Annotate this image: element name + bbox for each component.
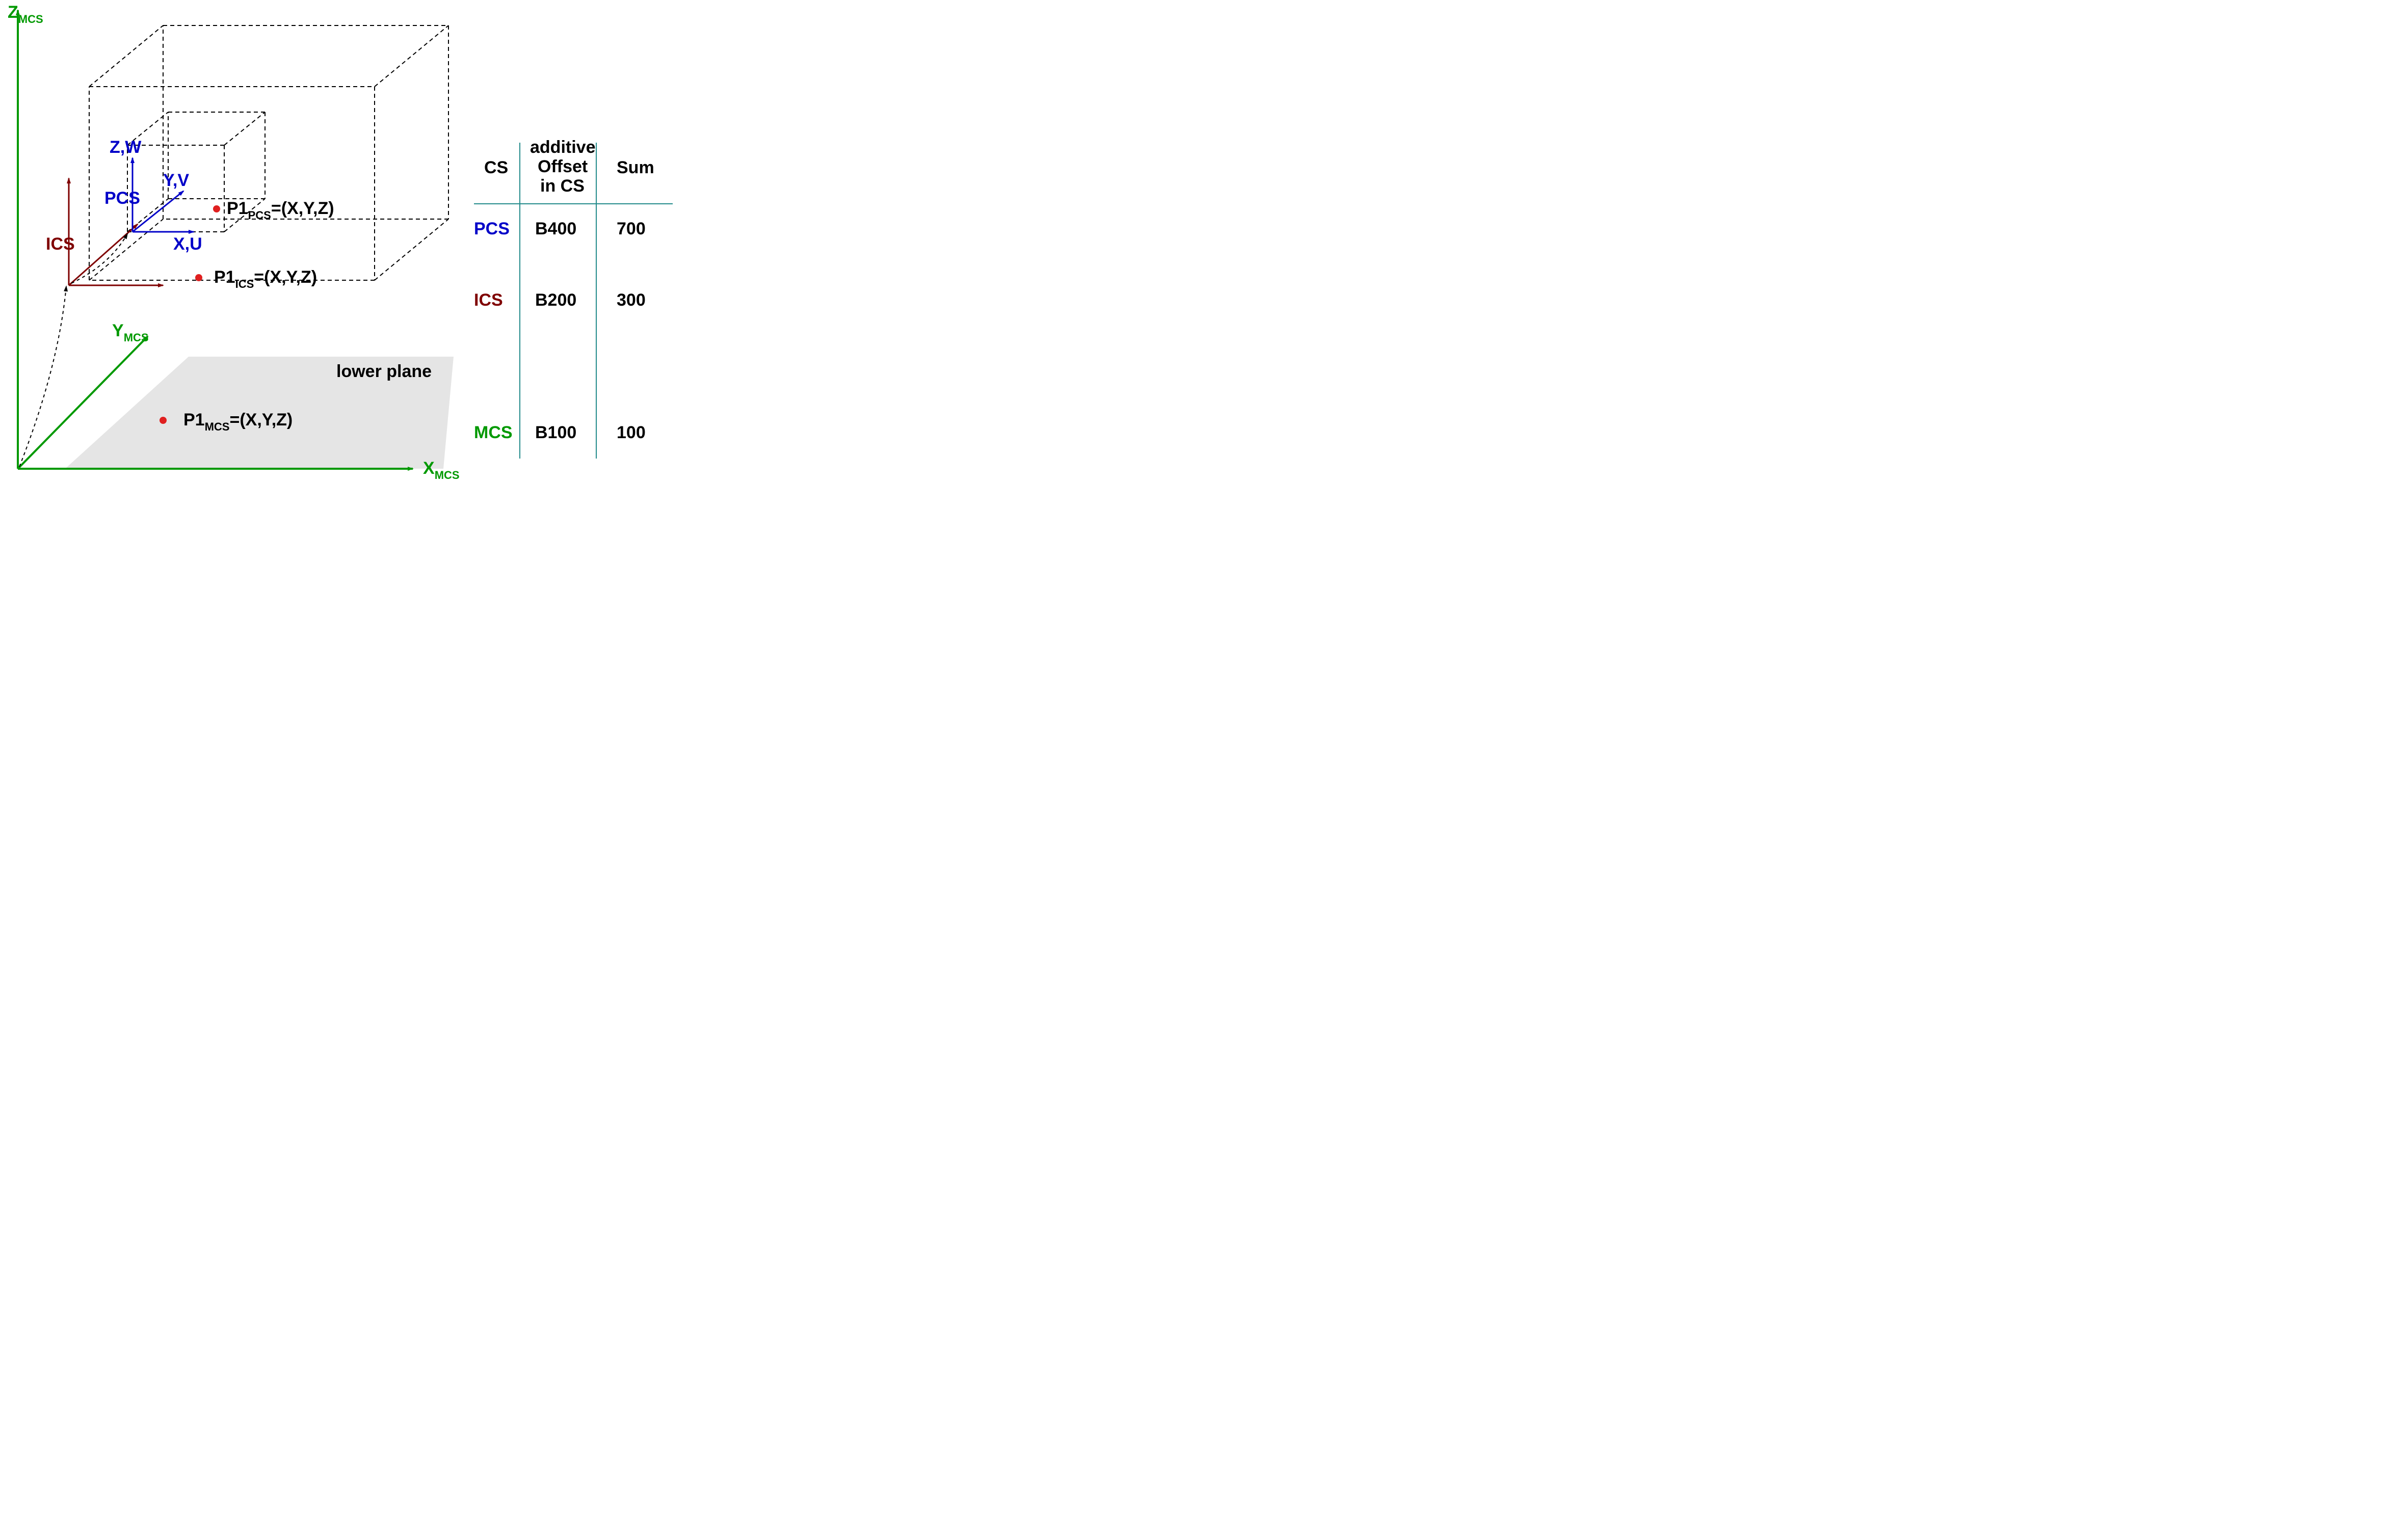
svg-text:YMCS: YMCS (112, 321, 149, 344)
table-row-mcs-name: MCS (474, 423, 513, 442)
svg-text:ZMCS: ZMCS (8, 3, 43, 25)
p1-ics-dot (195, 274, 202, 281)
p1-pcs-dot (213, 205, 220, 212)
big-box (89, 25, 448, 280)
svg-text:additive: additive (530, 138, 595, 157)
table-header-sum: Sum (617, 158, 654, 177)
svg-text:in CS: in CS (540, 176, 585, 196)
pcs-label: PCS (104, 189, 140, 208)
svg-text:X,U: X,U (173, 234, 202, 254)
svg-text:Y,V: Y,V (163, 171, 189, 190)
svg-text:Z,W: Z,W (110, 138, 142, 157)
table-row-pcs-name: PCS (474, 219, 510, 238)
table-row-ics-offset: B200 (535, 290, 576, 310)
table-row-pcs-offset: B400 (535, 219, 576, 238)
svg-text:Offset: Offset (538, 157, 588, 176)
table-row-ics-name: ICS (474, 290, 503, 310)
ics-label: ICS (46, 234, 75, 254)
table-row-mcs-sum: 100 (617, 423, 646, 442)
p1-pcs-label: P1PCS=(X,Y,Z) (227, 199, 334, 222)
p1-ics-label: P1ICS=(X,Y,Z) (214, 267, 317, 290)
table-row-ics-sum: 300 (617, 290, 646, 310)
table-row-mcs-offset: B100 (535, 423, 576, 442)
table-row-pcs-sum: 700 (617, 219, 646, 238)
table-header-cs: CS (484, 158, 508, 177)
lower-plane-label: lower plane (336, 362, 432, 381)
p1-mcs-dot (160, 417, 167, 424)
